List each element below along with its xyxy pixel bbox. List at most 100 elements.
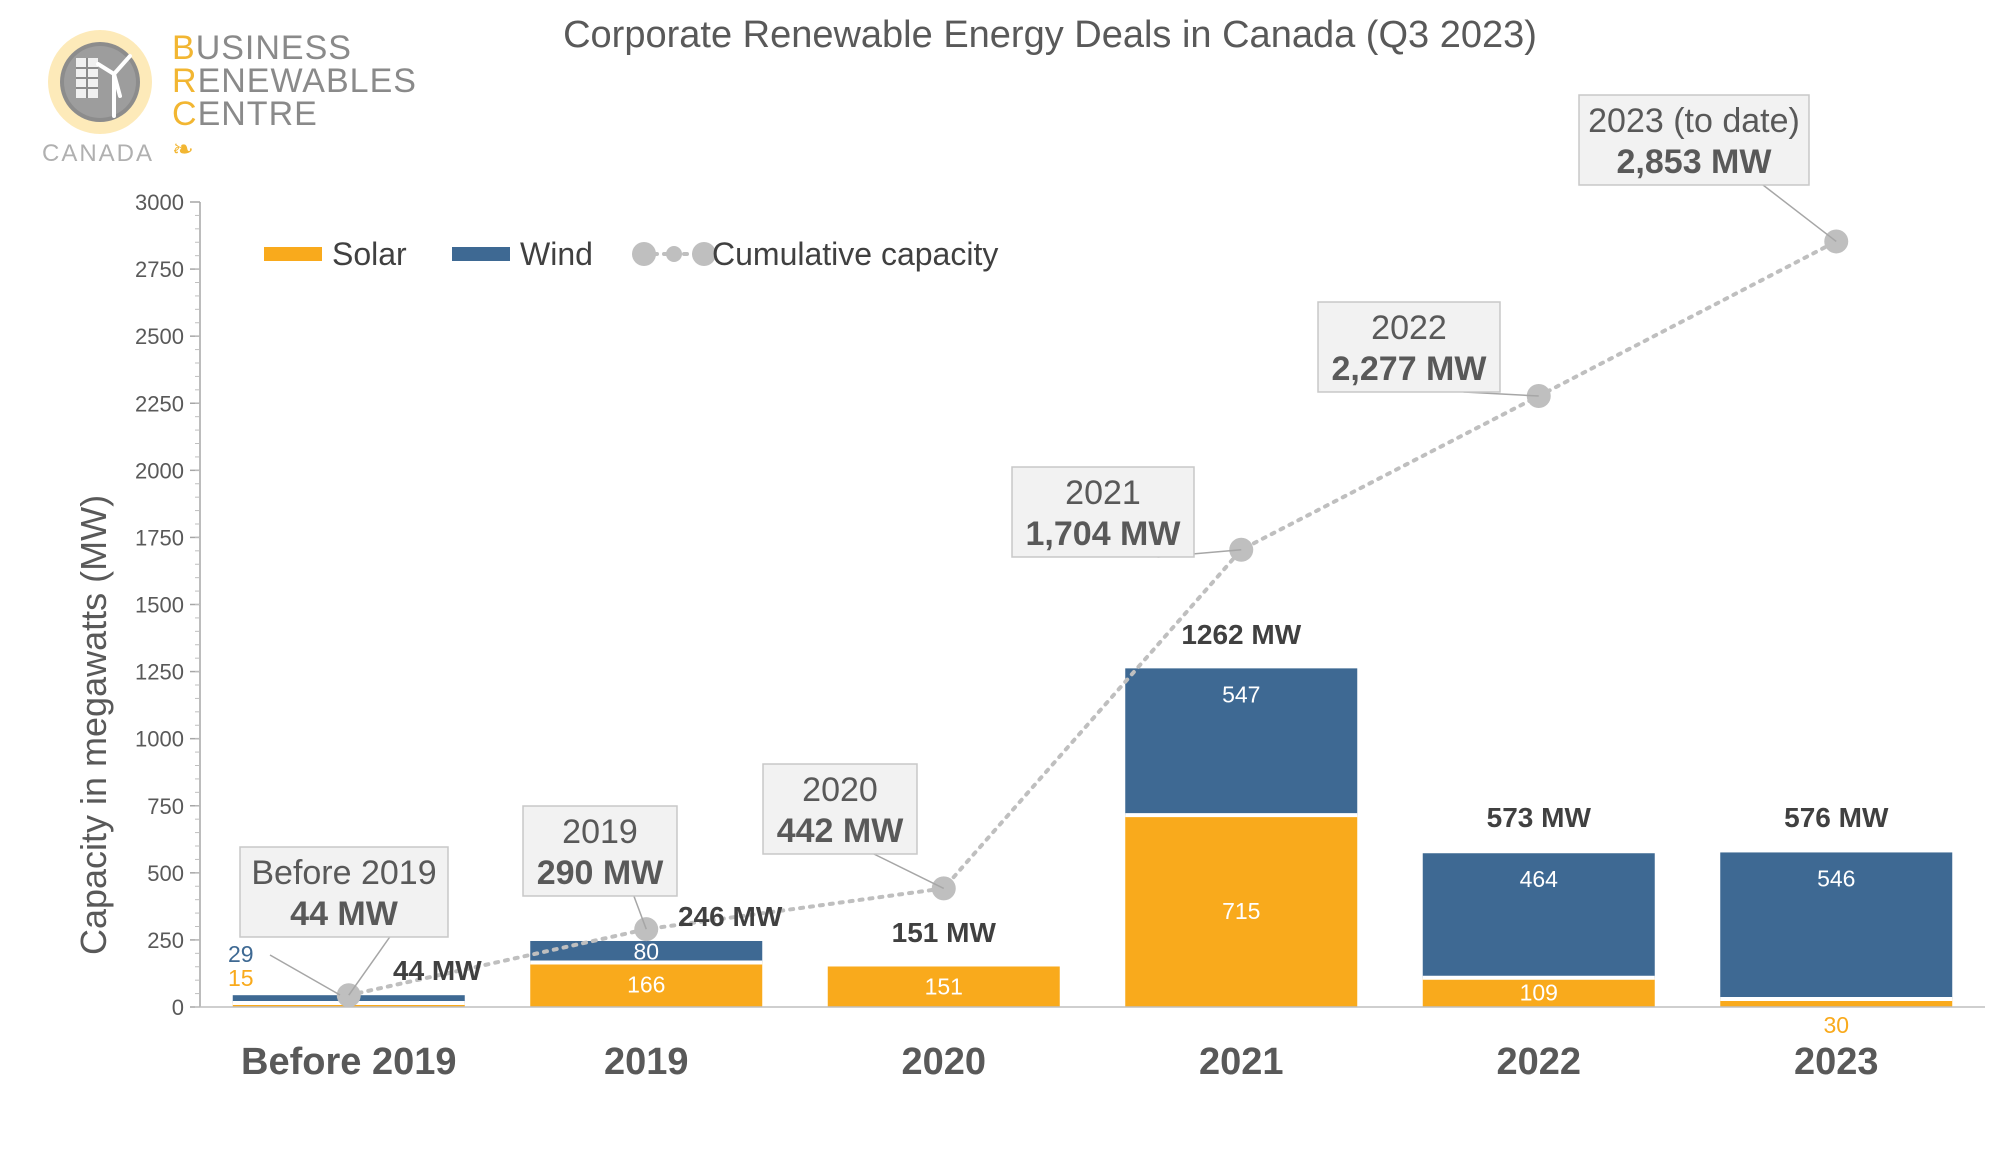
x-category-label: 2021 bbox=[1199, 1041, 1284, 1083]
data-label-solar: 15 bbox=[228, 965, 254, 991]
callout-value: 442 MW bbox=[777, 812, 904, 850]
callout-value: 44 MW bbox=[290, 895, 399, 933]
x-category-label: 2019 bbox=[604, 1041, 689, 1083]
x-category-label: 2023 bbox=[1794, 1041, 1879, 1083]
small-label-leader bbox=[269, 954, 341, 996]
legend-marker-cumulative bbox=[692, 242, 716, 266]
callout-title: Before 2019 bbox=[251, 854, 436, 892]
callout: 2023 (to date)2,853 MW bbox=[1578, 94, 1837, 243]
y-tick-label: 250 bbox=[147, 928, 184, 953]
y-tick-label: 1750 bbox=[135, 525, 184, 550]
callout-value: 2,853 MW bbox=[1617, 143, 1773, 181]
callout-leader bbox=[633, 895, 647, 930]
y-tick-label: 3000 bbox=[135, 190, 184, 215]
y-tick-label: 750 bbox=[147, 794, 184, 819]
callout-box bbox=[1578, 94, 1810, 186]
x-category-label: 2020 bbox=[901, 1041, 986, 1083]
cumulative-line-path bbox=[346, 239, 1839, 998]
data-label-solar: 715 bbox=[1222, 898, 1260, 924]
legend-swatch-solar bbox=[264, 247, 322, 261]
data-label-wind: 546 bbox=[1817, 865, 1855, 891]
maple-leaf-icon: ❧ bbox=[172, 134, 194, 164]
y-tick-label: 1000 bbox=[135, 727, 184, 752]
callout-box bbox=[1011, 466, 1195, 558]
y-axis-title: Capacity in megawatts (MW) bbox=[73, 495, 114, 955]
callout-leader bbox=[873, 853, 945, 890]
bar-segment-wind bbox=[1422, 853, 1655, 978]
data-label-solar: 151 bbox=[925, 974, 963, 1000]
bar-segment-wind bbox=[530, 940, 763, 963]
callout-box bbox=[1317, 301, 1501, 393]
legend: Solar Wind Cumulative capacity bbox=[264, 236, 998, 272]
brand-name: BUSINESS RENEWABLES CENTRE bbox=[172, 29, 417, 133]
data-label-solar: 166 bbox=[627, 972, 665, 998]
bar-total-label: 246 MW bbox=[678, 901, 783, 932]
bar-segment-wind bbox=[1720, 852, 1953, 999]
brand-line-renewables: RENEWABLES bbox=[172, 62, 417, 100]
callout-value: 1,704 MW bbox=[1026, 515, 1182, 553]
y-axis: 0 250 500 750 1000 1250 1500 1750 2000 2250 2500 27… bbox=[135, 190, 201, 1020]
callout-title: 2020 bbox=[802, 771, 878, 809]
y-tick-label: 0 bbox=[172, 995, 184, 1020]
sun-with-solar-panel-and-wind-turbine-icon bbox=[48, 30, 152, 134]
legend-label-cumulative: Cumulative capacity bbox=[712, 236, 998, 272]
bar-total-label: 1262 MW bbox=[1181, 619, 1301, 650]
bar-total-label: 44 MW bbox=[393, 955, 482, 986]
y-tick-label: 1250 bbox=[135, 660, 184, 685]
bar-segment-solar bbox=[1720, 998, 1953, 1007]
legend-swatch-wind bbox=[452, 247, 510, 261]
bar-segment-wind bbox=[1125, 668, 1358, 816]
bar-segment-solar bbox=[530, 962, 763, 1007]
x-axis: Before 2019 2019 2020 2021 2022 2023 bbox=[200, 1006, 1985, 1083]
data-label-solar: 109 bbox=[1520, 979, 1558, 1005]
data-label-wind: 29 bbox=[228, 941, 254, 967]
data-label-solar: 30 bbox=[1823, 1012, 1849, 1038]
callout-value: 2,277 MW bbox=[1332, 350, 1488, 388]
callout-value: 290 MW bbox=[537, 854, 664, 892]
callout-box bbox=[239, 846, 449, 938]
x-category-label: Before 2019 bbox=[241, 1041, 456, 1083]
chart-title: Corporate Renewable Energy Deals in Cana… bbox=[563, 14, 1537, 56]
y-tick-label: 2250 bbox=[135, 391, 184, 416]
callout-box bbox=[762, 763, 918, 855]
bar-total-label: 573 MW bbox=[1487, 802, 1592, 833]
callout-title: 2023 (to date) bbox=[1588, 102, 1800, 140]
bars bbox=[232, 668, 1953, 1007]
brand-line-centre: CENTRE bbox=[172, 95, 318, 133]
callout-title: 2022 bbox=[1371, 309, 1447, 347]
callout-title: 2021 bbox=[1065, 474, 1141, 512]
y-tick-label: 1500 bbox=[135, 593, 184, 618]
legend-label-solar: Solar bbox=[332, 236, 407, 272]
legend-marker-cumulative bbox=[666, 246, 682, 262]
y-tick-label: 500 bbox=[147, 861, 184, 886]
y-tick-label: 2500 bbox=[135, 324, 184, 349]
callout-leader bbox=[1762, 184, 1837, 243]
legend-label-wind: Wind bbox=[520, 236, 593, 272]
bar-segment-solar bbox=[1422, 977, 1655, 1007]
callout-leader bbox=[348, 936, 391, 996]
y-tick-label: 2000 bbox=[135, 458, 184, 483]
y-tick-label: 2750 bbox=[135, 257, 184, 282]
data-label-wind: 547 bbox=[1222, 681, 1260, 707]
brand-logo: BUSINESS RENEWABLES CENTRE CANADA ❧ bbox=[38, 24, 458, 174]
callout-box bbox=[522, 805, 678, 897]
bar-segment-solar bbox=[827, 966, 1060, 1007]
bar-total-label: 576 MW bbox=[1784, 802, 1889, 833]
legend-marker-cumulative bbox=[632, 242, 656, 266]
callout-title: 2019 bbox=[562, 813, 638, 851]
bar-total-label: 151 MW bbox=[892, 917, 997, 948]
bar-segment-solar bbox=[1125, 815, 1358, 1007]
brand-line-business: BUSINESS bbox=[172, 29, 352, 67]
data-label-wind: 80 bbox=[633, 939, 659, 965]
x-category-label: 2022 bbox=[1496, 1041, 1581, 1083]
data-label-wind: 464 bbox=[1520, 866, 1559, 892]
brand-country: CANADA bbox=[42, 140, 155, 167]
